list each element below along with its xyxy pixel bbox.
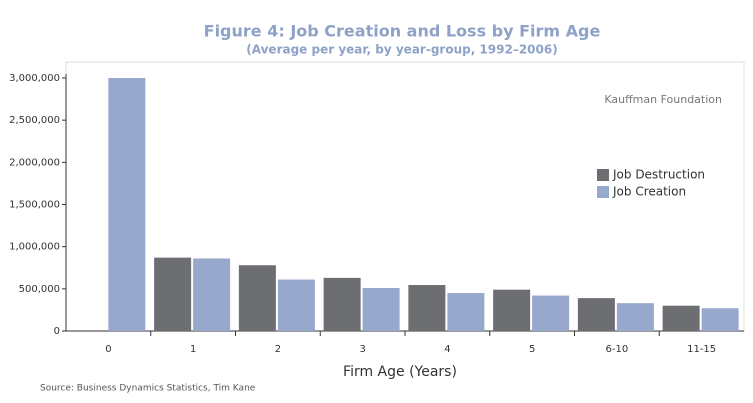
legend-swatch	[597, 169, 609, 181]
bar	[362, 287, 400, 331]
bar	[108, 78, 146, 331]
bar	[323, 277, 361, 331]
y-tick-label: 2,000,000	[9, 157, 60, 168]
bar	[616, 303, 654, 331]
x-tick-label: 2	[275, 344, 281, 355]
x-tick-label: 5	[529, 344, 535, 355]
bar	[154, 257, 192, 331]
chart-title: Figure 4: Job Creation and Loss by Firm …	[204, 22, 601, 41]
legend-label: Job Destruction	[612, 168, 705, 182]
bar	[447, 293, 485, 331]
bar	[701, 308, 739, 331]
x-tick-label: 1	[190, 344, 196, 355]
bar	[493, 289, 531, 331]
bar	[277, 279, 315, 331]
annotation: Kauffman Foundation	[604, 93, 722, 106]
y-tick-label: 1,500,000	[9, 200, 60, 211]
legend-label: Job Creation	[612, 185, 686, 199]
y-tick-label: 0	[54, 326, 60, 337]
y-tick-label: 1,000,000	[9, 242, 60, 253]
x-axis-label: Firm Age (Years)	[343, 364, 457, 380]
y-tick-label: 500,000	[19, 284, 60, 295]
bar	[238, 265, 276, 331]
y-tick-label: 2,500,000	[9, 115, 60, 126]
chart-subtitle: (Average per year, by year-group, 1992–2…	[246, 43, 557, 57]
legend-swatch	[597, 186, 609, 198]
bar	[193, 258, 231, 331]
source: Source: Business Dynamics Statistics, Ti…	[40, 384, 256, 394]
bar	[408, 285, 446, 331]
bar	[532, 295, 570, 331]
x-tick-label: 4	[444, 344, 450, 355]
x-tick-label: 3	[359, 344, 365, 355]
bar	[577, 298, 615, 331]
x-tick-label: 6-10	[606, 344, 629, 355]
x-tick-label: 0	[105, 344, 111, 355]
y-tick-label: 3,000,000	[9, 73, 60, 84]
x-tick-label: 11-15	[687, 344, 716, 355]
bar	[662, 305, 700, 331]
